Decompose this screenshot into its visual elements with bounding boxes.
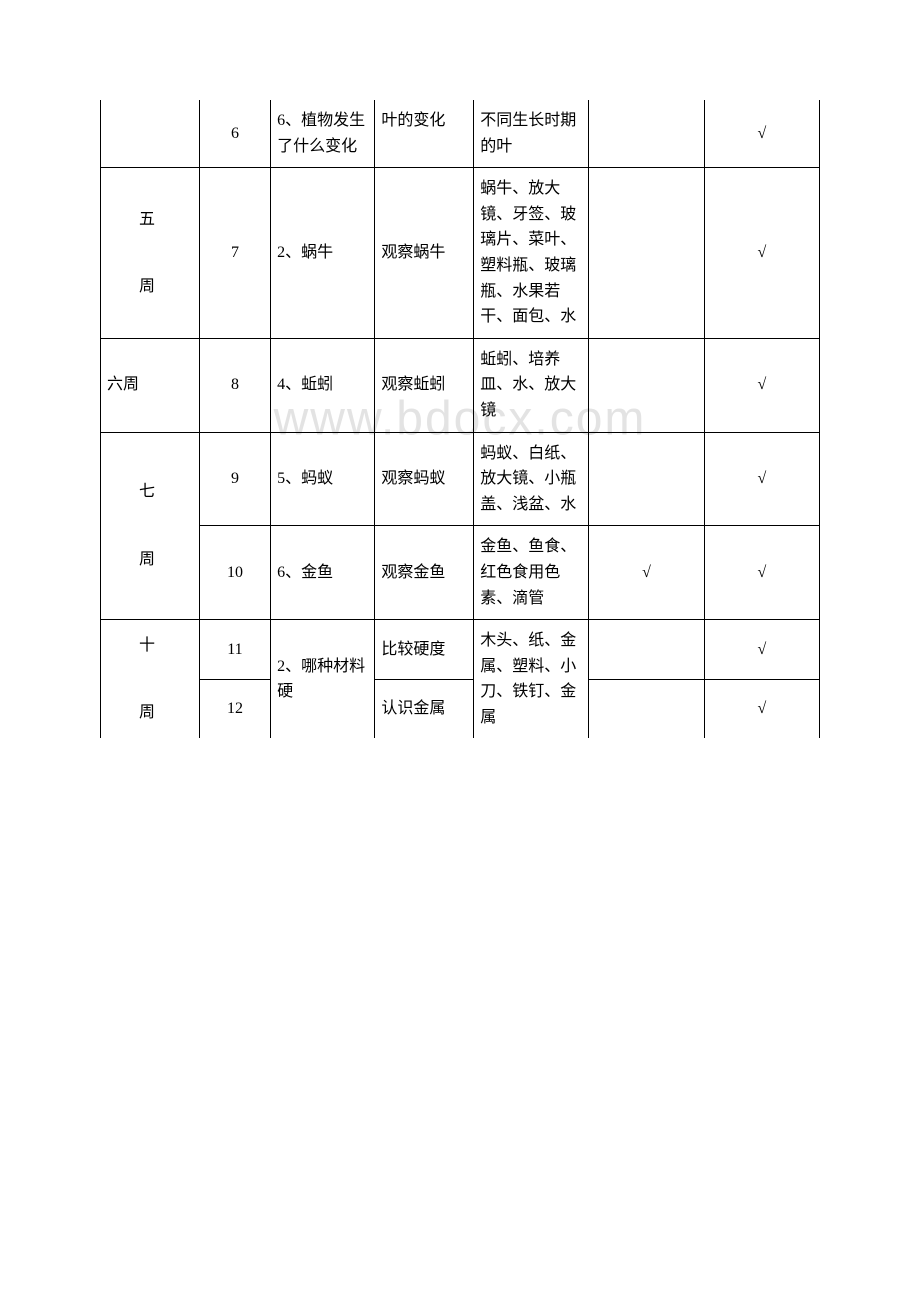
- cell-activity: 认识金属: [375, 679, 474, 738]
- cell-activity: 观察蚯蚓: [375, 338, 474, 432]
- cell-num: 9: [199, 432, 270, 526]
- cell-materials: 蜗牛、放大镜、牙签、玻璃片、菜叶、塑料瓶、玻璃瓶、水果若干、面包、水: [474, 168, 589, 339]
- schedule-table: 6 6、植物发生了什么变化 叶的变化 不同生长时期的叶 √ 五 周 7: [100, 100, 820, 738]
- table-row: 六周 8 4、蚯蚓 观察蚯蚓 蚯蚓、培养皿、水、放大镜 √: [101, 338, 820, 432]
- cell-check2: √: [704, 679, 819, 738]
- cell-check1: [589, 168, 704, 339]
- cell-check1: [589, 620, 704, 680]
- cell-check1: [589, 679, 704, 738]
- cell-section: 2、哪种材料硬: [271, 620, 375, 739]
- cell-section: 5、蚂蚁: [271, 432, 375, 526]
- cell-activity: 观察蜗牛: [375, 168, 474, 339]
- cell-check1: [589, 338, 704, 432]
- cell-section: 4、蚯蚓: [271, 338, 375, 432]
- cell-check2: √: [704, 338, 819, 432]
- cell-materials: 不同生长时期的叶: [474, 100, 589, 168]
- cell-check2: √: [704, 620, 819, 680]
- cell-week: 六周: [101, 338, 200, 432]
- cell-week: 七 周: [101, 432, 200, 620]
- cell-check2: √: [704, 100, 819, 168]
- cell-num: 8: [199, 338, 270, 432]
- table-row: 七 周 9 5、蚂蚁 观察蚂蚁 蚂蚁、白纸、放大镜、小瓶盖、浅盆、水 √: [101, 432, 820, 526]
- cell-week: 五 周: [101, 168, 200, 339]
- cell-section: 2、蜗牛: [271, 168, 375, 339]
- cell-num: 6: [199, 100, 270, 168]
- cell-materials: 金鱼、鱼食、红色食用色素、滴管: [474, 526, 589, 620]
- cell-activity: 观察金鱼: [375, 526, 474, 620]
- cell-num: 11: [199, 620, 270, 680]
- cell-week: [101, 100, 200, 168]
- cell-check1: [589, 432, 704, 526]
- cell-activity: 比较硬度: [375, 620, 474, 680]
- cell-week: 十 周: [101, 620, 200, 739]
- cell-section: 6、金鱼: [271, 526, 375, 620]
- table-row: 十 周 11 2、哪种材料硬 比较硬度 木头、纸、金属、塑料、小刀、铁钉、金属 …: [101, 620, 820, 680]
- cell-check2: √: [704, 526, 819, 620]
- cell-section: 6、植物发生了什么变化: [271, 100, 375, 168]
- cell-materials: 蚯蚓、培养皿、水、放大镜: [474, 338, 589, 432]
- cell-activity: 观察蚂蚁: [375, 432, 474, 526]
- cell-check2: √: [704, 432, 819, 526]
- table-row: 6 6、植物发生了什么变化 叶的变化 不同生长时期的叶 √: [101, 100, 820, 168]
- cell-num: 7: [199, 168, 270, 339]
- cell-materials: 蚂蚁、白纸、放大镜、小瓶盖、浅盆、水: [474, 432, 589, 526]
- cell-materials: 木头、纸、金属、塑料、小刀、铁钉、金属: [474, 620, 589, 739]
- cell-check2: √: [704, 168, 819, 339]
- table-row: 五 周 7 2、蜗牛 观察蜗牛 蜗牛、放大镜、牙签、玻璃片、菜叶、塑料瓶、玻璃瓶…: [101, 168, 820, 339]
- table-row: 12 认识金属 √: [101, 679, 820, 738]
- cell-check1: [589, 100, 704, 168]
- cell-activity: 叶的变化: [375, 100, 474, 168]
- cell-check1: √: [589, 526, 704, 620]
- cell-num: 12: [199, 679, 270, 738]
- cell-num: 10: [199, 526, 270, 620]
- table-row: 10 6、金鱼 观察金鱼 金鱼、鱼食、红色食用色素、滴管 √ √: [101, 526, 820, 620]
